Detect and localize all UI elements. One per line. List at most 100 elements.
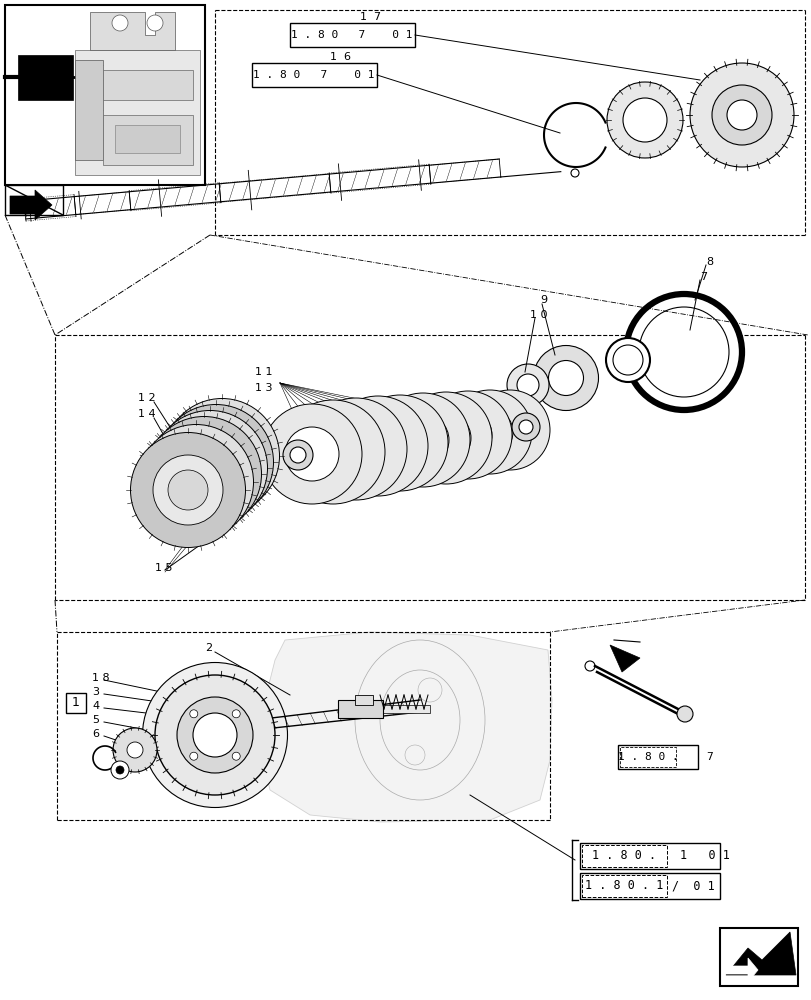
Bar (719, 928, 797, 986)
Circle shape (127, 742, 143, 758)
Circle shape (676, 706, 692, 722)
Ellipse shape (351, 395, 448, 491)
Text: 2: 2 (204, 643, 212, 653)
Ellipse shape (131, 432, 245, 548)
Circle shape (116, 766, 124, 774)
Text: 1 . 8 0 . 1: 1 . 8 0 . 1 (584, 880, 663, 892)
Polygon shape (90, 12, 175, 50)
Ellipse shape (328, 422, 383, 476)
Circle shape (113, 728, 157, 772)
Ellipse shape (142, 662, 287, 807)
Circle shape (193, 713, 237, 757)
Circle shape (570, 169, 578, 177)
Text: 1 1: 1 1 (255, 367, 272, 377)
Ellipse shape (487, 408, 531, 452)
Circle shape (612, 345, 642, 375)
Polygon shape (723, 958, 757, 982)
Ellipse shape (165, 398, 279, 514)
Ellipse shape (517, 374, 539, 396)
Ellipse shape (290, 447, 306, 463)
Text: 1 5: 1 5 (155, 563, 172, 573)
Bar (115, 125, 180, 153)
Circle shape (147, 15, 163, 31)
Ellipse shape (470, 390, 549, 470)
Text: 1 . 8 0   7    0 1: 1 . 8 0 7 0 1 (253, 70, 375, 80)
Polygon shape (75, 50, 200, 175)
Bar (103, 70, 193, 100)
Ellipse shape (375, 393, 470, 487)
Ellipse shape (176, 462, 216, 502)
Bar (581, 845, 666, 867)
Circle shape (190, 752, 198, 760)
Polygon shape (260, 632, 551, 822)
Circle shape (232, 710, 240, 718)
Ellipse shape (305, 424, 361, 480)
Circle shape (584, 661, 594, 671)
Ellipse shape (181, 427, 251, 497)
Ellipse shape (374, 417, 426, 469)
Text: 1  7: 1 7 (359, 12, 380, 22)
Text: 1 . 8 0 .: 1 . 8 0 . (617, 752, 677, 762)
Circle shape (111, 761, 129, 779)
Polygon shape (725, 932, 795, 975)
Polygon shape (609, 645, 639, 672)
Ellipse shape (400, 392, 491, 484)
Bar (354, 695, 372, 705)
Ellipse shape (448, 390, 531, 474)
Ellipse shape (518, 420, 532, 434)
Ellipse shape (184, 454, 224, 494)
Ellipse shape (305, 398, 406, 500)
Text: 6: 6 (92, 729, 99, 739)
Ellipse shape (547, 360, 583, 395)
Circle shape (726, 100, 756, 130)
Ellipse shape (169, 439, 238, 509)
Bar (251, 63, 376, 87)
Text: 4: 4 (92, 701, 99, 711)
Circle shape (638, 307, 728, 397)
Text: 1 4: 1 4 (138, 409, 156, 419)
Text: 5: 5 (92, 715, 99, 725)
Text: 1  6: 1 6 (329, 52, 350, 62)
Ellipse shape (139, 424, 253, 540)
Circle shape (605, 338, 649, 382)
Text: 1 0: 1 0 (530, 310, 547, 320)
Bar (581, 875, 666, 897)
Circle shape (112, 15, 128, 31)
Ellipse shape (466, 409, 513, 455)
Circle shape (711, 85, 771, 145)
Bar (579, 873, 719, 899)
Text: 1 3: 1 3 (255, 383, 272, 393)
Circle shape (190, 710, 198, 718)
Ellipse shape (195, 442, 236, 482)
Ellipse shape (146, 416, 261, 532)
Ellipse shape (158, 404, 273, 520)
Ellipse shape (262, 404, 362, 504)
Text: 1 8: 1 8 (92, 673, 109, 683)
Bar (620, 747, 676, 767)
Text: /  0 1: / 0 1 (672, 880, 714, 892)
Ellipse shape (161, 447, 230, 517)
Ellipse shape (512, 413, 539, 441)
Ellipse shape (281, 400, 384, 504)
Ellipse shape (350, 419, 405, 473)
Text: 1   0 1: 1 0 1 (679, 849, 729, 862)
Ellipse shape (152, 410, 267, 526)
Text: 1 . 8 0   7    0 1: 1 . 8 0 7 0 1 (291, 30, 412, 40)
Ellipse shape (533, 346, 598, 410)
Text: 1 2: 1 2 (138, 393, 156, 403)
Polygon shape (10, 190, 52, 220)
Bar (103, 115, 193, 165)
Bar (617, 745, 697, 769)
Bar (290, 23, 414, 47)
Circle shape (155, 675, 275, 795)
Text: 7: 7 (699, 272, 706, 282)
Ellipse shape (175, 433, 245, 503)
Ellipse shape (190, 448, 230, 488)
Bar (18, 55, 73, 100)
Ellipse shape (187, 421, 257, 491)
Ellipse shape (444, 411, 491, 459)
Ellipse shape (423, 391, 512, 479)
Text: 3: 3 (92, 687, 99, 697)
Circle shape (625, 294, 741, 410)
Ellipse shape (328, 396, 427, 496)
